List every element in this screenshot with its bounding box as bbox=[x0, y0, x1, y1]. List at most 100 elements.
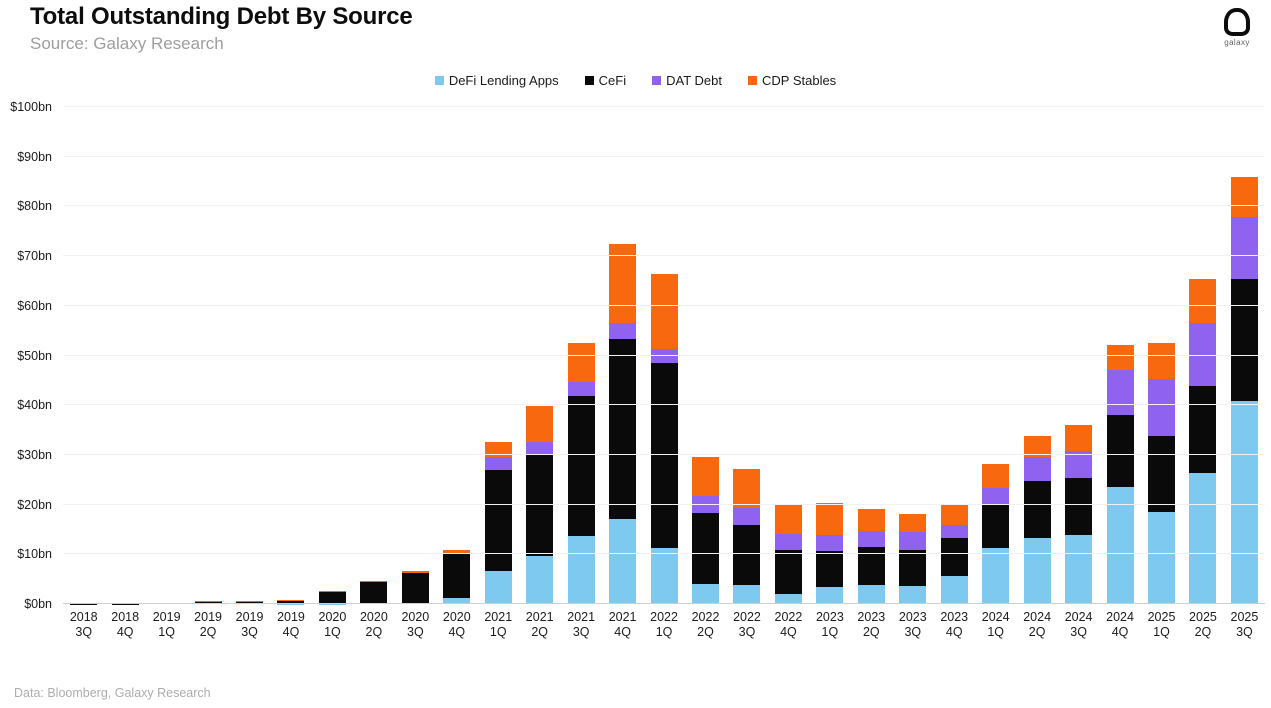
bar-segment-cdp-stables bbox=[816, 503, 844, 535]
x-tick-quarter: 2Q bbox=[1194, 625, 1212, 639]
bar-segment-cdp-stables bbox=[609, 243, 637, 324]
bar-segment-cdp-stables bbox=[899, 513, 927, 533]
bar-segment-cefi bbox=[401, 573, 429, 603]
bar-stack bbox=[1230, 176, 1258, 604]
bar-segment-cdp-stables bbox=[940, 505, 968, 526]
x-tick-year: 2024 bbox=[1064, 610, 1093, 624]
bar-column-2021-3q bbox=[560, 107, 601, 604]
bar-column-2024-2q bbox=[1016, 107, 1057, 604]
bar-column-2022-4q bbox=[768, 107, 809, 604]
bar-segment-cefi bbox=[609, 338, 637, 519]
bar-segment-dat-debt bbox=[733, 508, 761, 525]
x-tick-label-2020-4q: 2020 4Q bbox=[436, 610, 477, 640]
bar-column-2022-1q bbox=[643, 107, 684, 604]
bar-segment-cefi bbox=[1106, 415, 1134, 488]
x-tick-year: 2020 bbox=[442, 610, 471, 624]
x-tick-quarter: 1Q bbox=[987, 625, 1005, 639]
x-tick-label-2021-4q: 2021 4Q bbox=[602, 610, 643, 640]
bar-stack bbox=[650, 273, 678, 604]
x-tick-year: 2018 bbox=[111, 610, 140, 624]
bar-segment-cefi bbox=[360, 582, 388, 604]
x-tick-year: 2020 bbox=[318, 610, 347, 624]
x-tick-label-2020-2q: 2020 2Q bbox=[353, 610, 394, 640]
gridline-50bn bbox=[63, 354, 1265, 356]
bar-segment-cefi bbox=[650, 363, 678, 549]
chart-footer: Data: Bloomberg, Galaxy Research Note: V… bbox=[14, 656, 395, 708]
x-tick-label-2018-3q: 2018 3Q bbox=[63, 610, 104, 640]
bar-segment-dat-debt bbox=[982, 488, 1010, 506]
x-tick-quarter: 2Q bbox=[365, 625, 383, 639]
bar-segment-defi-lending-apps bbox=[1023, 538, 1051, 604]
legend-item-defi-lending-apps: DeFi Lending Apps bbox=[434, 73, 559, 88]
bar-segment-cefi bbox=[236, 601, 264, 604]
x-axis-line bbox=[63, 603, 1265, 604]
bar-segment-cefi bbox=[194, 601, 222, 604]
bar-segment-dat-debt bbox=[1189, 322, 1217, 386]
bar-column-2025-1q bbox=[1141, 107, 1182, 604]
gridline-20bn bbox=[63, 503, 1265, 505]
gridline-30bn bbox=[63, 453, 1265, 455]
x-tick-year: 2021 bbox=[567, 610, 596, 624]
bar-stack bbox=[609, 243, 637, 604]
bar-column-2020-2q bbox=[353, 107, 394, 604]
bar-segment-defi-lending-apps bbox=[443, 597, 471, 604]
bar-segment-cefi bbox=[1230, 279, 1258, 401]
footer-data-source: Data: Bloomberg, Galaxy Research bbox=[14, 686, 211, 700]
x-tick-quarter: 2Q bbox=[531, 625, 549, 639]
y-tick-label-40bn: $40bn bbox=[17, 398, 52, 413]
bar-stack bbox=[1189, 279, 1217, 604]
bar-segment-cefi bbox=[1023, 480, 1051, 539]
bars-container bbox=[63, 107, 1265, 604]
bar-segment-cdp-stables bbox=[982, 463, 1010, 489]
bar-segment-cdp-stables bbox=[1106, 345, 1134, 370]
bar-column-2025-2q bbox=[1182, 107, 1223, 604]
x-tick-quarter: 4Q bbox=[282, 625, 300, 639]
bar-segment-cefi bbox=[277, 600, 305, 604]
x-tick-quarter: 3Q bbox=[407, 625, 424, 639]
x-tick-year: 2022 bbox=[774, 610, 803, 624]
bar-column-2020-4q bbox=[436, 107, 477, 604]
bar-segment-defi-lending-apps bbox=[733, 585, 761, 604]
bar-segment-defi-lending-apps bbox=[1148, 511, 1175, 604]
y-tick-label-10bn: $10bn bbox=[17, 547, 52, 562]
bar-stack bbox=[816, 503, 844, 604]
legend-label: CeFi bbox=[598, 73, 627, 88]
x-tick-year: 2021 bbox=[525, 610, 554, 624]
y-tick-label-80bn: $80bn bbox=[17, 199, 52, 214]
y-tick-label-0bn: $0bn bbox=[24, 597, 52, 611]
x-tick-label-2019-2q: 2019 2Q bbox=[187, 610, 228, 640]
bar-segment-defi-lending-apps bbox=[650, 548, 678, 604]
galaxy-logo: galaxy bbox=[1215, 8, 1259, 47]
bar-column-2023-3q bbox=[892, 107, 933, 604]
x-tick-label-2022-4q: 2022 4Q bbox=[768, 610, 809, 640]
bar-segment-dat-debt bbox=[567, 381, 595, 396]
bar-stack bbox=[567, 342, 595, 604]
bar-segment-cefi bbox=[567, 395, 595, 536]
x-tick-quarter: 1Q bbox=[324, 625, 341, 639]
x-tick-quarter: 3Q bbox=[1236, 625, 1253, 639]
x-tick-label-2024-1q: 2024 1Q bbox=[975, 610, 1016, 640]
bar-segment-dat-debt bbox=[609, 323, 637, 339]
bar-segment-dat-debt bbox=[484, 456, 512, 471]
bar-segment-cdp-stables bbox=[443, 550, 471, 554]
bar-stack bbox=[692, 457, 720, 604]
bar-stack bbox=[401, 570, 429, 604]
x-tick-label-2023-4q: 2023 4Q bbox=[934, 610, 975, 640]
bar-segment-cdp-stables bbox=[526, 406, 554, 442]
x-tick-label-2019-3q: 2019 3Q bbox=[229, 610, 270, 640]
bar-segment-dat-debt bbox=[1148, 379, 1175, 437]
bar-segment-defi-lending-apps bbox=[526, 556, 554, 604]
page-subtitle: Source: Galaxy Research bbox=[30, 34, 224, 53]
gridline-40bn bbox=[63, 404, 1265, 406]
bar-stack bbox=[318, 590, 346, 604]
y-tick-label-30bn: $30bn bbox=[17, 447, 52, 462]
bar-stack bbox=[194, 601, 222, 604]
bar-segment-cdp-stables bbox=[774, 505, 802, 534]
bar-stack bbox=[857, 508, 885, 604]
bar-segment-cefi bbox=[816, 550, 844, 587]
legend-swatch-icon bbox=[748, 76, 757, 85]
bar-column-2020-3q bbox=[395, 107, 436, 604]
bar-segment-cdp-stables bbox=[567, 342, 595, 382]
chart-legend: DeFi Lending Apps CeFi DAT Debt CDP Stables bbox=[0, 73, 1271, 88]
